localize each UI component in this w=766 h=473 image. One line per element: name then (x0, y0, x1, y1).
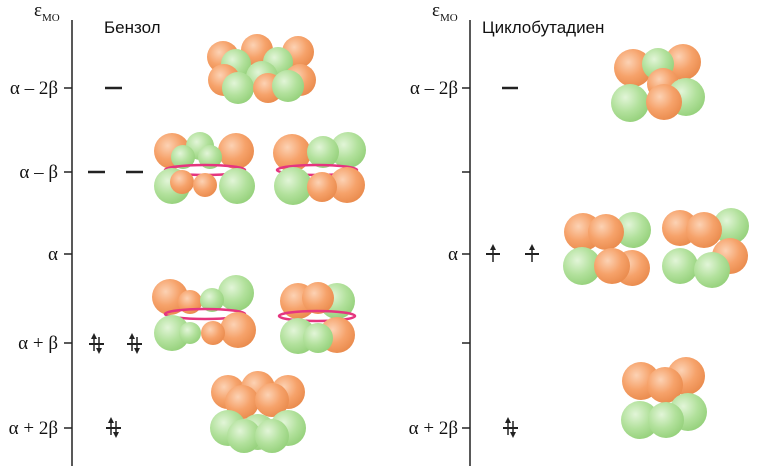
cyclobutadiene-energy-axis-label: εМО (432, 0, 458, 24)
cyclobutadiene-panel: εМО Циклобутадиен α – 2β α α + 2β (409, 0, 749, 466)
cyclobutadiene-orbital-a-1-electron (486, 244, 500, 262)
benzene-energy-axis-label: εМО (34, 0, 60, 24)
cyclobutadiene-mo-a+2b-picture (621, 357, 707, 439)
benzene-level-label-a: α (48, 244, 58, 265)
benzene-level-label-a+2b: α + 2β (9, 418, 58, 439)
cyclobutadiene-mo-a-picture-2 (662, 208, 749, 288)
benzene-level-label-a-2b: α – 2β (10, 78, 58, 99)
benzene-orbital-a+b-2-electron-pair (127, 333, 142, 354)
benzene-mo-a-b-picture-1 (154, 132, 255, 204)
benzene-mo-a+b-picture-1 (152, 275, 256, 351)
cyclobutadiene-orbital-a-2-electron (525, 244, 539, 262)
benzene-panel: εМО Бензол α – 2β α – β α α + β (9, 0, 366, 466)
cyclobutadiene-level-label-a+2b: α + 2β (409, 418, 458, 439)
benzene-orbital-a+b-1-electron-pair (89, 333, 104, 354)
benzene-mo-a-2b-picture (207, 34, 316, 104)
benzene-title: Бензол (104, 18, 161, 37)
benzene-level-label-a+b: α + β (18, 333, 58, 354)
cyclobutadiene-orbital-a+2b-electron-pair (503, 417, 518, 438)
cyclobutadiene-mo-a-2b-picture (611, 44, 705, 122)
cyclobutadiene-level-label-a: α (448, 244, 458, 265)
benzene-mo-a-b-picture-2 (273, 132, 366, 205)
benzene-orbital-a+2b-electron-pair (106, 417, 121, 438)
cyclobutadiene-mo-a-picture-1 (563, 212, 651, 286)
benzene-level-label-a-b: α – β (19, 162, 58, 183)
benzene-mo-a+b-picture-2 (277, 282, 357, 354)
benzene-mo-a+2b-picture (210, 371, 306, 453)
cyclobutadiene-title: Циклобутадиен (482, 18, 604, 37)
cyclobutadiene-level-label-a-2b: α – 2β (410, 78, 458, 99)
